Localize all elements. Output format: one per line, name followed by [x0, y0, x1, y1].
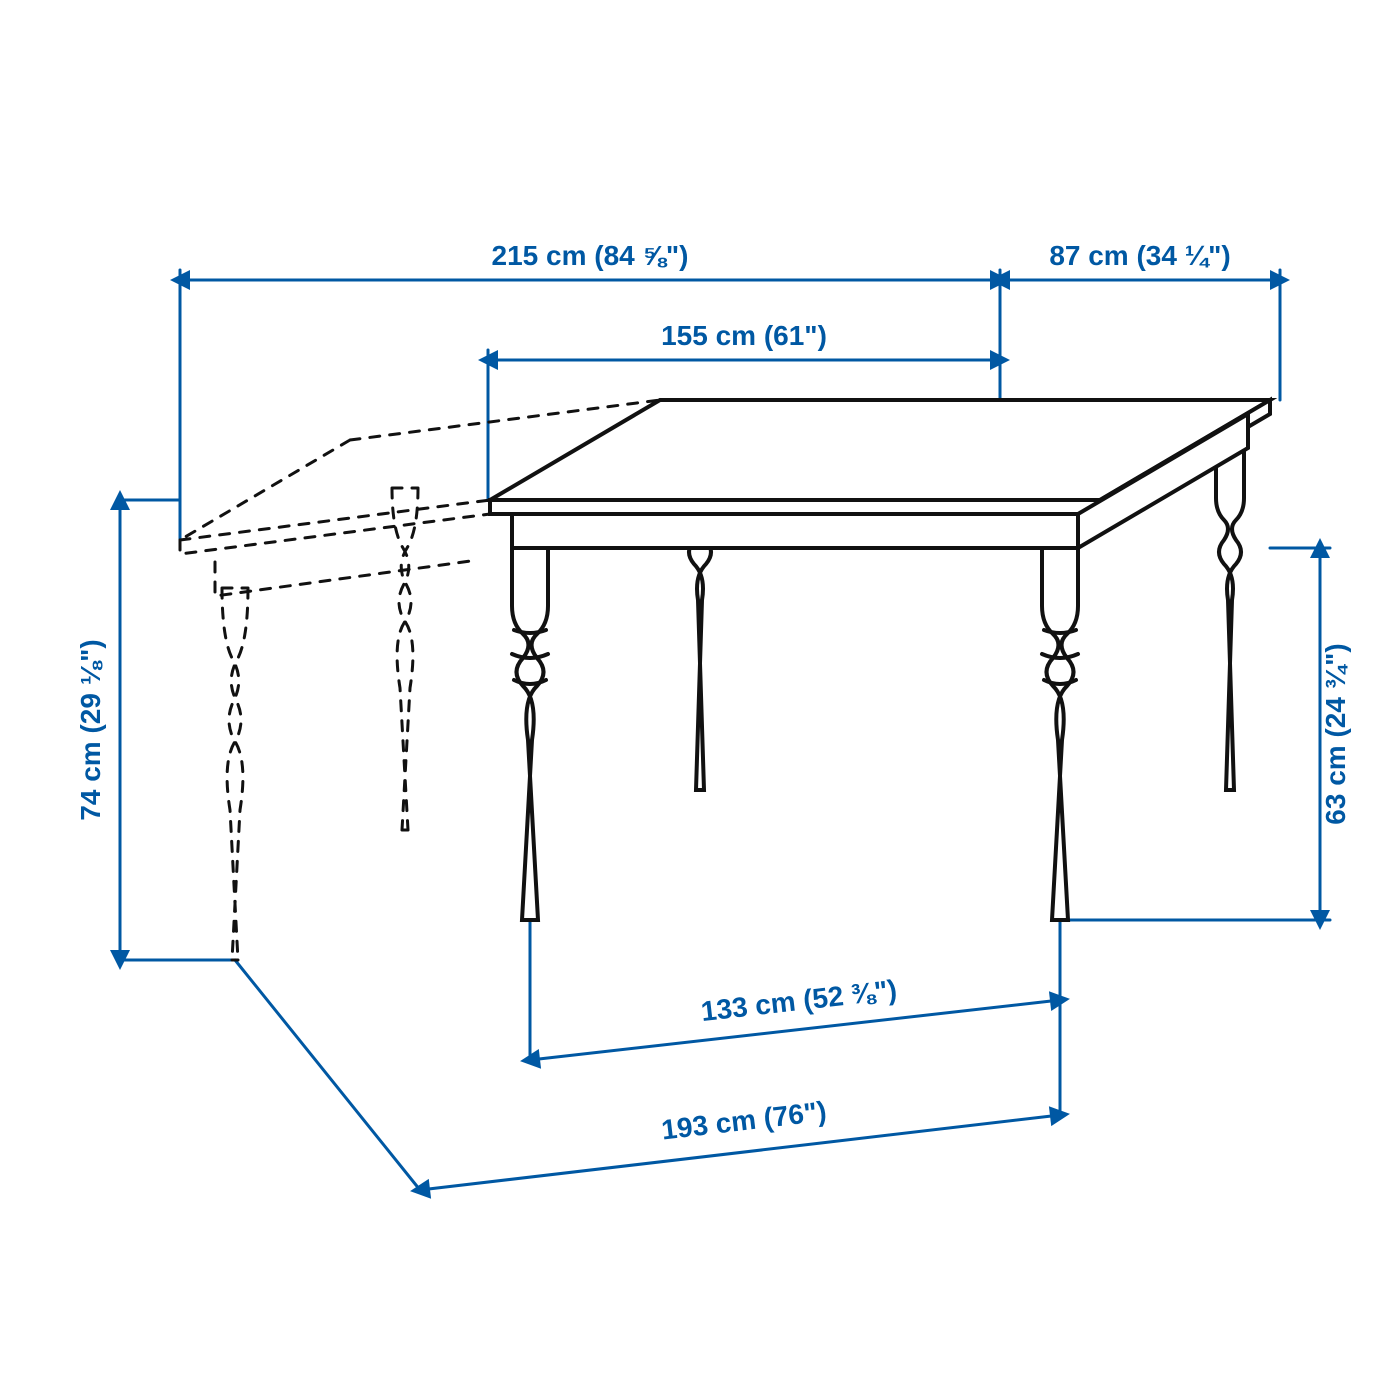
extension-leg-back	[392, 488, 418, 830]
dim-leg-span-ext: 193 cm (76")	[660, 1095, 828, 1145]
dim-height-under: 63 cm (24 ¾")	[1320, 643, 1351, 824]
extension-leg-front	[222, 588, 248, 960]
dimension-diagram: 215 cm (84 ⅝") 87 cm (34 ¼") 155 cm (61"…	[0, 0, 1400, 1400]
leg-front-left	[512, 548, 548, 920]
dim-length-extended: 215 cm (84 ⅝")	[492, 240, 689, 271]
leg-front-right	[1042, 548, 1078, 920]
leg-back-right	[1216, 448, 1244, 790]
dim-leg-span-base: 133 cm (52 ⅜")	[699, 974, 898, 1027]
dim-length-base: 155 cm (61")	[661, 320, 827, 351]
dim-height-total: 74 cm (29 ⅛")	[75, 639, 106, 820]
table-main	[490, 400, 1270, 920]
dim-depth: 87 cm (34 ¼")	[1049, 240, 1230, 271]
